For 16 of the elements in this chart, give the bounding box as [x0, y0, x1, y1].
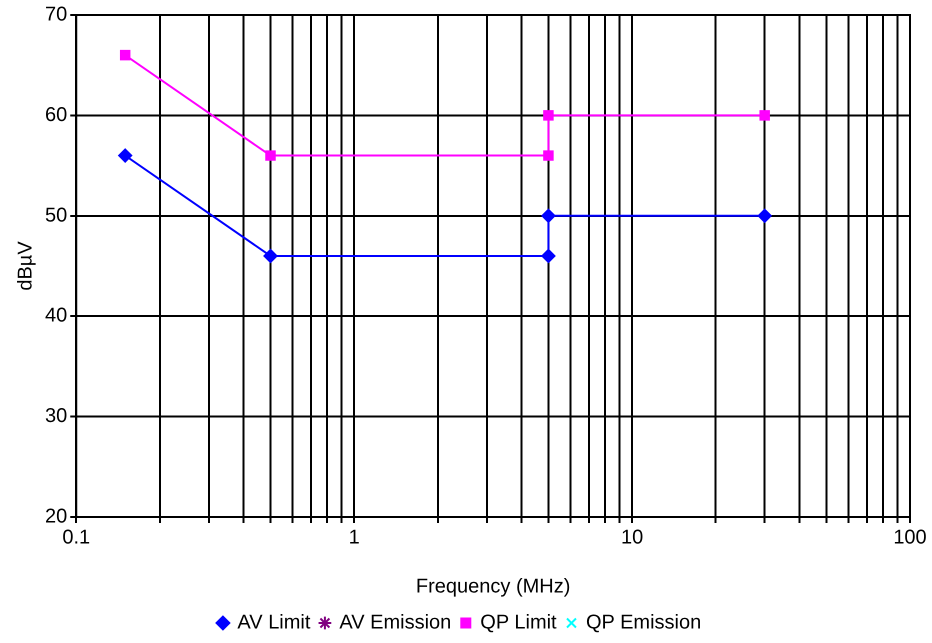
y-tick-label: 70: [44, 4, 68, 26]
x-axis-title: Frequency (MHz): [416, 576, 570, 598]
x-tick-label: 100: [893, 526, 927, 549]
legend-label: AV Limit: [237, 612, 311, 634]
y-tick-label: 50: [44, 204, 68, 226]
y-tick-label: 30: [44, 405, 68, 428]
x-tick-label: 0.1: [62, 526, 90, 549]
y-tick-label: 40: [44, 304, 68, 327]
x-tick-label: 10: [620, 526, 644, 549]
legend-label: AV Emission: [339, 612, 452, 634]
y-axis-title: dBµV: [14, 240, 37, 291]
legend-label: QP Emission: [586, 612, 702, 634]
y-tick-label: 60: [44, 104, 68, 126]
y-tick-label: 20: [44, 506, 68, 528]
x-tick-label: 1: [348, 526, 360, 549]
legend-label: QP Limit: [480, 612, 558, 634]
